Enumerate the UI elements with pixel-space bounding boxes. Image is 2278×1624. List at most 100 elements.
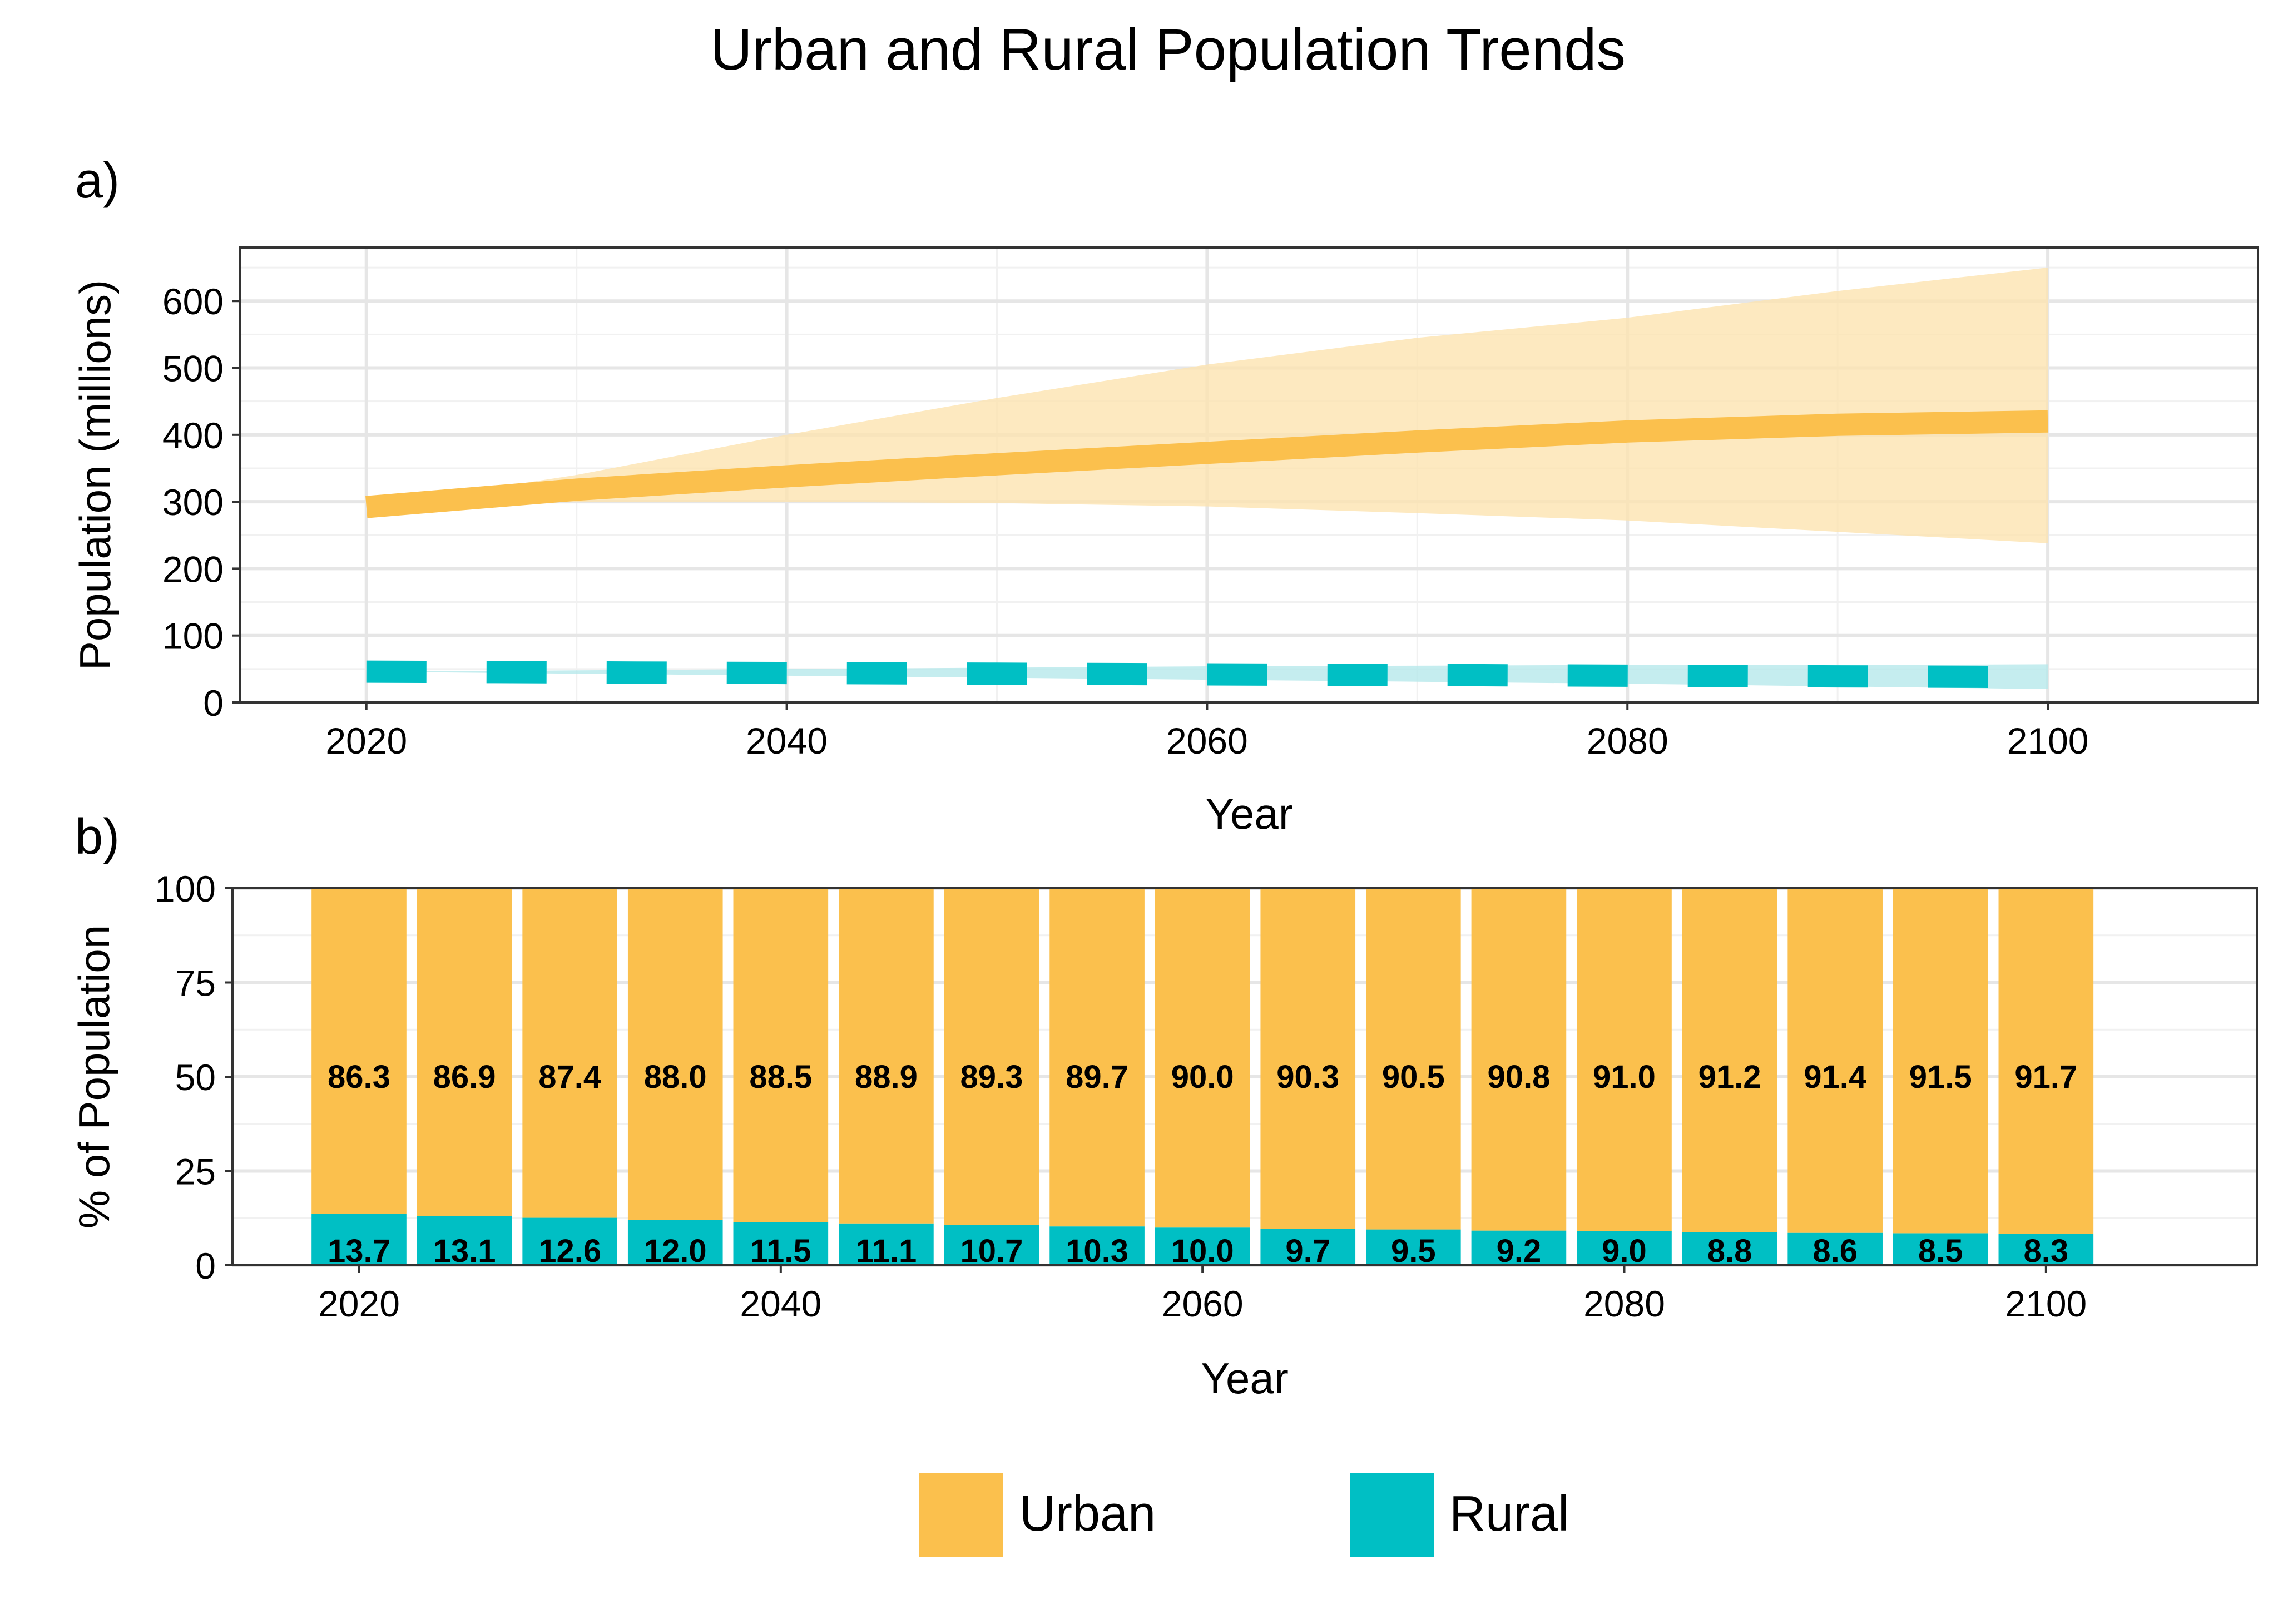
bar-label-urban: 91.0 <box>1593 1059 1656 1095</box>
panel-b-tag: b) <box>75 809 120 865</box>
bar-urban <box>839 888 934 1224</box>
bar-label-rural: 12.6 <box>538 1233 601 1269</box>
bar-label-rural: 10.0 <box>1171 1233 1234 1269</box>
bar-label-urban: 86.9 <box>433 1059 496 1095</box>
bar-urban <box>1787 888 1883 1233</box>
bar-urban <box>1049 888 1145 1227</box>
y-tick-label: 600 <box>162 281 224 322</box>
bar-label-rural: 10.3 <box>1066 1233 1128 1269</box>
y-tick-label: 100 <box>162 616 224 657</box>
bar-label-urban: 89.7 <box>1066 1059 1128 1095</box>
panel-b-bars <box>311 888 2094 1265</box>
panel-b-x-ticks: 2020 2040 2060 2080 2100 <box>318 1265 2087 1324</box>
bar-label-urban: 88.0 <box>644 1059 707 1095</box>
bar-label-urban: 88.9 <box>855 1059 918 1095</box>
legend-label-rural: Rural <box>1449 1486 1569 1542</box>
bar-urban <box>417 888 512 1216</box>
bar-rural <box>1893 1233 1988 1265</box>
chart-title: Urban and Rural Population Trends <box>710 17 1626 82</box>
bar-urban <box>733 888 829 1222</box>
bar-rural <box>522 1217 617 1265</box>
panel-b-bar-labels: 86.3 13.7 86.9 13.1 87.4 12.6 88.0 12.0 88.5 11.5… <box>328 1059 2077 1269</box>
bar-urban <box>1471 888 1567 1231</box>
bar-urban <box>1260 888 1356 1229</box>
x-tick-label: 2060 <box>1162 1283 1244 1324</box>
bar-label-urban: 90.5 <box>1382 1059 1445 1095</box>
bar-label-rural: 12.0 <box>644 1233 707 1269</box>
panel-a-x-ticks: 2020 2040 2060 2080 2100 <box>325 702 2088 761</box>
panel-b: b) 86.3 13.7 86.9 13.1 87.4 12.6 88.0 12.0 88.5 1… <box>70 809 2258 1403</box>
x-tick-label: 2020 <box>325 720 407 761</box>
panel-a-x-axis-label: Year <box>1205 789 1293 838</box>
y-tick-label: 75 <box>175 963 216 1004</box>
bar-label-urban: 91.4 <box>1804 1059 1866 1095</box>
panel-a-y-ticks: 0 100 200 300 400 500 600 <box>162 281 240 724</box>
y-tick-label: 50 <box>175 1057 216 1098</box>
bar-urban <box>1682 888 1777 1232</box>
bar-rural <box>1471 1230 1567 1265</box>
x-tick-label: 2080 <box>1583 1283 1665 1324</box>
bar-urban <box>1155 888 1250 1228</box>
y-tick-label: 500 <box>162 348 224 389</box>
bar-rural <box>311 1214 407 1265</box>
legend: Urban Rural <box>919 1473 1569 1557</box>
bar-label-urban: 91.5 <box>1909 1059 1972 1095</box>
y-tick-label: 300 <box>162 482 224 523</box>
x-tick-label: 2040 <box>740 1283 821 1324</box>
bar-urban <box>1998 888 2094 1234</box>
panel-a-lines <box>365 410 2048 689</box>
bar-rural <box>839 1223 934 1265</box>
bar-label-rural: 8.8 <box>1707 1233 1752 1269</box>
bar-urban <box>944 888 1039 1225</box>
bar-label-rural: 11.1 <box>856 1233 917 1269</box>
bar-rural <box>1260 1229 1356 1265</box>
panel-b-y-axis-label: % of Population <box>70 925 118 1229</box>
bar-label-rural: 9.2 <box>1497 1233 1542 1269</box>
bar-rural <box>944 1225 1039 1265</box>
bar-urban <box>1366 888 1461 1230</box>
bar-label-rural: 8.6 <box>1813 1233 1858 1269</box>
bar-label-urban: 90.3 <box>1276 1059 1339 1095</box>
bar-urban <box>1893 888 1988 1234</box>
legend-swatch-rural <box>1350 1473 1434 1557</box>
x-tick-label: 2100 <box>2005 1283 2087 1324</box>
bar-label-urban: 90.8 <box>1487 1059 1550 1095</box>
bar-rural <box>1998 1234 2094 1265</box>
panel-b-x-axis-label: Year <box>1201 1354 1289 1403</box>
bar-urban <box>522 888 617 1218</box>
bar-label-rural: 13.7 <box>328 1233 390 1269</box>
bar-label-rural: 13.1 <box>433 1233 496 1269</box>
bar-label-urban: 86.3 <box>328 1059 390 1095</box>
x-tick-label: 2020 <box>318 1283 400 1324</box>
series-line-urban <box>365 410 2048 518</box>
y-tick-label: 400 <box>162 415 224 456</box>
bar-rural <box>1155 1227 1250 1265</box>
bar-label-rural: 8.3 <box>2024 1233 2069 1269</box>
y-tick-label: 100 <box>155 868 216 909</box>
bar-label-urban: 91.7 <box>2014 1059 2077 1095</box>
panel-b-y-ticks: 0 25 50 75 100 <box>155 868 232 1286</box>
bar-rural <box>1366 1229 1461 1265</box>
bar-rural <box>1682 1232 1777 1265</box>
bar-rural <box>733 1222 829 1265</box>
bar-label-urban: 89.3 <box>960 1059 1023 1095</box>
bar-label-rural: 9.7 <box>1285 1233 1330 1269</box>
bar-rural <box>417 1216 512 1265</box>
bar-label-urban: 91.2 <box>1698 1059 1761 1095</box>
bar-label-urban: 87.4 <box>538 1059 601 1095</box>
y-tick-label: 25 <box>175 1151 216 1192</box>
bar-label-rural: 9.5 <box>1391 1233 1436 1269</box>
panel-a-y-axis-label: Population (millions) <box>71 280 120 670</box>
bar-rural <box>1577 1231 1672 1265</box>
legend-swatch-urban <box>919 1473 1003 1557</box>
x-tick-label: 2100 <box>2007 720 2089 761</box>
y-tick-label: 200 <box>162 548 224 590</box>
bar-label-rural: 11.5 <box>750 1233 811 1269</box>
y-tick-label: 0 <box>195 1245 216 1286</box>
series-line-rural <box>366 660 2048 689</box>
bar-urban <box>1577 888 1672 1231</box>
bar-rural <box>1049 1226 1145 1265</box>
panel-a-frame <box>239 246 2259 704</box>
